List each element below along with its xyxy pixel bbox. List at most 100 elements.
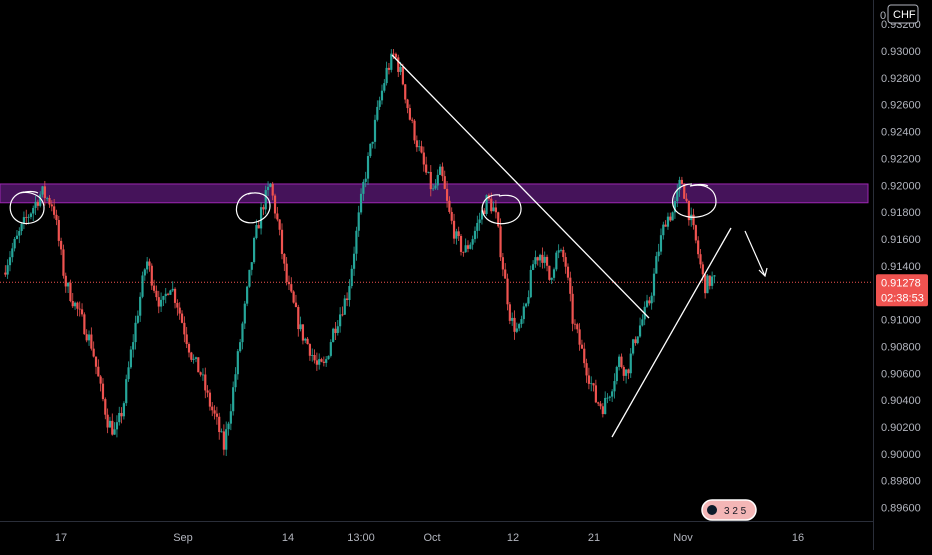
candle-body [383, 83, 386, 91]
candle-body [652, 273, 656, 296]
candle-body [708, 275, 711, 286]
descending-trendline[interactable] [391, 54, 650, 319]
candle-body [13, 238, 16, 249]
countdown-timer: 02:38:53 [881, 292, 924, 304]
time-tick-label: 21 [588, 532, 600, 544]
candle-body [518, 324, 521, 329]
resistance-zone[interactable] [0, 183, 869, 204]
candle-body [104, 399, 107, 415]
candle-body [357, 212, 360, 231]
candle-body [443, 176, 446, 189]
candle-body [532, 264, 535, 270]
candle-body [608, 396, 611, 398]
candle-body [392, 53, 395, 55]
candle-body [315, 360, 318, 365]
candle-body [71, 301, 74, 307]
candle-body [350, 268, 353, 287]
candle-body [399, 67, 402, 72]
price-tick-label: 0.92600 [881, 100, 921, 112]
time-tick-label: 12 [507, 532, 519, 544]
candle-body [183, 322, 186, 335]
price-tick-label: 0.89600 [881, 503, 921, 515]
events-badge[interactable]: 3 2 5 [701, 499, 757, 521]
candle-body [359, 193, 363, 213]
candle-body [434, 185, 437, 189]
candle-body [343, 298, 346, 315]
circle-marker-2[interactable] [235, 192, 271, 224]
candle-body [559, 249, 563, 251]
candle-body [285, 263, 288, 282]
price-axis[interactable]: 0.932000.930000.928000.926000.924000.922… [881, 19, 921, 514]
time-tick-label: Oct [423, 532, 440, 544]
candle-body [473, 230, 477, 240]
candle-body [64, 275, 67, 287]
candle-body [678, 179, 681, 190]
candle-body [304, 338, 307, 341]
candle-body [669, 216, 672, 221]
candle-body [369, 143, 372, 157]
candle-body [592, 383, 595, 386]
candle-body [536, 257, 539, 261]
circle-marker-1[interactable] [9, 190, 45, 225]
candle-body [160, 299, 163, 307]
candle-body [562, 249, 565, 258]
candle-body [404, 84, 407, 100]
candle-body [645, 300, 649, 307]
candle-body [422, 152, 425, 165]
ascending-trendline[interactable] [611, 227, 732, 438]
candle-body [580, 344, 584, 349]
candle-body [73, 302, 77, 307]
candle-body [522, 306, 525, 320]
candle-body [197, 357, 200, 373]
time-tick-label: 17 [55, 532, 67, 544]
candle-body [176, 302, 179, 308]
candle-body [225, 429, 228, 450]
candle-body [671, 212, 674, 221]
time-axis[interactable]: 17 Sep 14 13:00 Oct 12 21 Nov 16 [55, 532, 804, 544]
candle-body [408, 108, 411, 120]
candle-body [420, 146, 423, 153]
circle-marker-4[interactable] [671, 183, 717, 218]
candle-body [525, 303, 528, 307]
candle-body [92, 348, 95, 357]
candle-body [687, 200, 690, 221]
candle-body [25, 217, 28, 218]
candle-body [250, 262, 253, 270]
candle-body [322, 361, 325, 363]
candle-body [634, 339, 637, 344]
candle-body [232, 387, 235, 412]
candle-body [125, 379, 128, 404]
candle-body [290, 284, 293, 292]
candle-body [432, 188, 435, 190]
candle-body [597, 402, 600, 404]
candle-body [366, 156, 370, 179]
candle-body [650, 295, 653, 304]
candle-body [169, 290, 172, 295]
candle-body [566, 266, 570, 278]
candle-body [692, 214, 695, 226]
candle-body [262, 207, 265, 210]
candle-body [341, 314, 344, 316]
direction-arrow[interactable] [744, 230, 768, 278]
time-tick-label: Nov [673, 532, 693, 544]
candle-body [490, 198, 493, 212]
candle-body [364, 178, 367, 182]
price-tick-label: 0.90000 [881, 449, 921, 461]
candle-body [153, 285, 156, 291]
candle-body [273, 195, 277, 214]
candle-body [299, 324, 302, 330]
candle-body [411, 119, 414, 121]
currency-badge[interactable]: CHF [887, 4, 919, 24]
candle-body [497, 212, 500, 227]
price-tick-label: 0.92800 [881, 73, 921, 85]
candle-body [108, 420, 112, 428]
candle-body [248, 269, 251, 287]
circle-marker-3[interactable] [481, 194, 522, 225]
candle-body [259, 207, 263, 229]
candle-body [378, 100, 381, 107]
candle-body [141, 275, 144, 297]
candle-body [694, 225, 697, 241]
candle-body [664, 224, 667, 227]
